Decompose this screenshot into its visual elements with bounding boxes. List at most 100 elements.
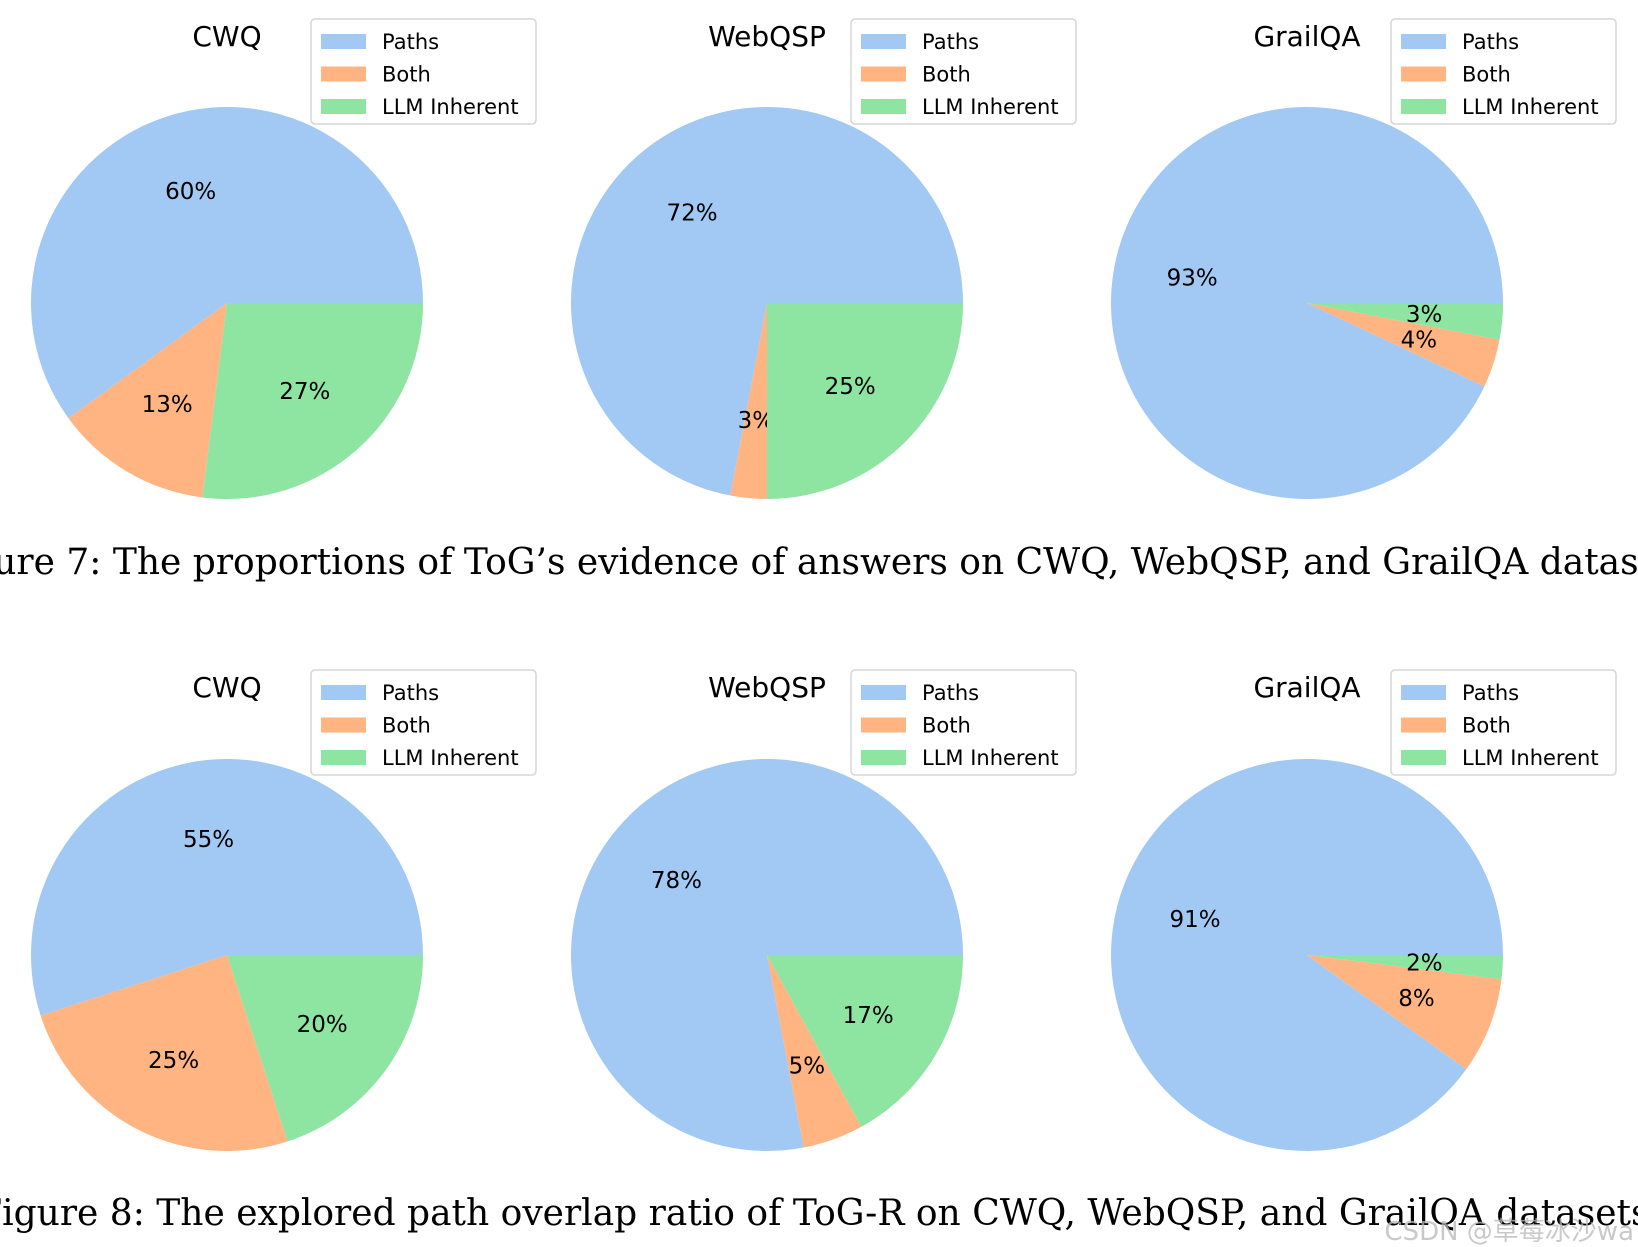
fig8-cwq-slice-both [40,955,288,1152]
fig8-cwq-legend-label-llm-inherent: LLM Inherent [382,746,519,770]
fig8-grailqa-label-paths: 91% [1169,907,1220,933]
fig7-grailqa-legend-swatch-llm-inherent [1401,99,1446,114]
fig7-cwq-legend-label-paths: Paths [382,30,439,54]
fig8-webqsp-label-both: 5% [789,1054,826,1080]
fig8-webqsp-slice-both [767,955,862,1148]
fig8-cwq-legend-label-both: Both [382,714,431,738]
fig7-cwq-legend-label-llm-inherent: LLM Inherent [382,95,519,119]
fig8-grailqa-label-llm-inherent: 2% [1406,950,1443,976]
fig8-grailqa-title: GrailQA [1253,671,1360,704]
fig8-webqsp-legend-label-both: Both [922,714,971,738]
fig7-cwq-legend-swatch-paths [321,34,366,49]
fig7-cwq-legend-frame [310,18,537,125]
fig8-webqsp-legend-label-llm-inherent: LLM Inherent [922,746,1059,770]
fig8-cwq-title: CWQ [192,671,261,704]
fig7-webqsp-legend-label-paths: Paths [922,30,979,54]
fig7-cwq-slice-paths [31,107,424,419]
fig7-grailqa-slice-paths [1111,107,1503,500]
fig7-webqsp-legend-swatch-both [861,66,906,82]
fig8-cwq-label-llm-inherent: 20% [297,1012,348,1038]
fig8-webqsp-legend-swatch-llm-inherent [861,750,906,765]
fig8-cwq-legend-swatch-both [321,717,366,733]
fig7-webqsp-slice-llm-inherent [767,303,963,499]
fig7-grailqa-legend-swatch-both [1401,66,1446,82]
fig8-grailqa-slice-both [1307,955,1502,1070]
fig7-cwq-title: CWQ [192,20,261,53]
fig7-cwq-legend: Paths Both LLM Inherent [310,18,537,125]
fig7-cwq-slice-llm-inherent [202,303,423,499]
fig7-webqsp-label-paths: 72% [666,200,717,226]
fig8-grailqa-legend-frame [1390,669,1617,776]
fig7-webqsp-legend-frame [850,18,1077,125]
fig7-grailqa-legend-swatch-paths [1401,34,1446,49]
figure-7-caption: Figure 7: The proportions of ToG’s evide… [0,542,1638,583]
fig7-webqsp-slice-both [730,303,767,499]
fig8-cwq-legend: Paths Both LLM Inherent [310,669,537,776]
fig8-cwq-slice-paths [30,759,423,1016]
fig8-cwq-legend-label-paths: Paths [382,681,439,705]
fig7-grailqa-label-both: 4% [1401,327,1438,353]
fig7-cwq-legend-swatch-both [321,66,366,82]
fig8-grailqa-legend-swatch-paths [1401,685,1446,700]
fig7-grailqa-legend-frame [1390,18,1617,125]
fig8-cwq-label-paths: 55% [183,827,234,853]
fig7-cwq-pie-chart: 60% 13% 27% CWQ Paths Both LLM Inherent [31,18,537,499]
fig8-grailqa-legend-label-llm-inherent: LLM Inherent [1462,746,1599,770]
fig7-webqsp-legend-swatch-paths [861,34,906,49]
fig7-grailqa-slice-llm-inherent [1307,303,1503,340]
fig7-cwq-label-llm-inherent: 27% [279,379,330,405]
fig7-grailqa-legend-label-both: Both [1462,63,1511,87]
fig8-cwq-pie-chart: 55% 25% 20% CWQ Paths Both LLM Inherent [30,669,537,1152]
fig7-grailqa-slice-both [1307,303,1500,387]
fig7-webqsp-legend: Paths Both LLM Inherent [850,18,1077,125]
fig8-grailqa-legend-swatch-both [1401,717,1446,733]
fig8-grailqa-slice-llm-inherent [1307,955,1503,980]
fig7-grailqa-label-llm-inherent: 3% [1406,302,1443,328]
fig8-webqsp-legend: Paths Both LLM Inherent [850,669,1077,776]
fig7-cwq-slice-both [68,303,228,498]
fig8-cwq-label-both: 25% [148,1048,199,1074]
fig8-cwq-slice-llm-inherent [227,955,423,1142]
fig7-webqsp-legend-swatch-llm-inherent [861,99,906,114]
watermark: CSDN @草莓冰沙wa [1384,1217,1634,1247]
fig7-grailqa-title: GrailQA [1253,20,1360,53]
fig8-webqsp-legend-label-paths: Paths [922,681,979,705]
fig8-webqsp-slice-llm-inherent [767,955,963,1127]
fig7-grailqa-legend: Paths Both LLM Inherent [1390,18,1617,125]
fig7-webqsp-legend-label-both: Both [922,63,971,87]
fig8-grailqa-legend-swatch-llm-inherent [1401,750,1446,765]
fig8-cwq-legend-swatch-llm-inherent [321,750,366,765]
fig7-webqsp-title: WebQSP [708,20,826,53]
fig8-cwq-legend-frame [310,669,537,776]
fig8-grailqa-legend: Paths Both LLM Inherent [1390,669,1617,776]
fig8-grailqa-label-both: 8% [1398,986,1435,1012]
fig8-webqsp-pie-chart: 78% 5% 17% WebQSP Paths Both LLM Inherent [571,669,1077,1152]
fig8-grailqa-legend-label-both: Both [1462,714,1511,738]
fig8-grailqa-pie-chart: 91% 8% 2% GrailQA Paths Both LLM Inherent [1111,669,1617,1152]
fig7-webqsp-label-llm-inherent: 25% [825,374,876,400]
fig8-webqsp-legend-frame [850,669,1077,776]
fig8-cwq-legend-swatch-paths [321,685,366,700]
figure-8-caption: Figure 8: The explored path overlap rati… [0,1193,1638,1234]
fig8-webqsp-legend-swatch-both [861,717,906,733]
fig8-webqsp-slice-paths [571,759,963,1152]
fig7-cwq-label-both: 13% [142,392,193,418]
charts-layer: 60% 13% 27% CWQ Paths Both LLM Inherent 72% 3% 25… [30,18,1617,1152]
fig7-webqsp-slice-paths [570,107,963,496]
fig7-webqsp-legend-label-llm-inherent: LLM Inherent [922,95,1059,119]
fig8-webqsp-label-llm-inherent: 17% [843,1003,894,1029]
fig8-webqsp-title: WebQSP [708,671,826,704]
fig7-grailqa-legend-label-paths: Paths [1462,30,1519,54]
fig7-grailqa-label-paths: 93% [1167,265,1218,291]
fig7-cwq-legend-swatch-llm-inherent [321,99,366,114]
fig8-webqsp-label-paths: 78% [651,868,702,894]
fig8-grailqa-legend-label-paths: Paths [1462,681,1519,705]
fig7-cwq-label-paths: 60% [165,179,216,205]
fig8-grailqa-slice-paths [1111,759,1503,1152]
fig8-webqsp-legend-swatch-paths [861,685,906,700]
fig7-grailqa-pie-chart: 93% 4%3% GrailQA Paths Both LLM Inherent [1111,18,1617,500]
fig7-cwq-legend-label-both: Both [382,63,431,87]
fig7-grailqa-legend-label-llm-inherent: LLM Inherent [1462,95,1599,119]
